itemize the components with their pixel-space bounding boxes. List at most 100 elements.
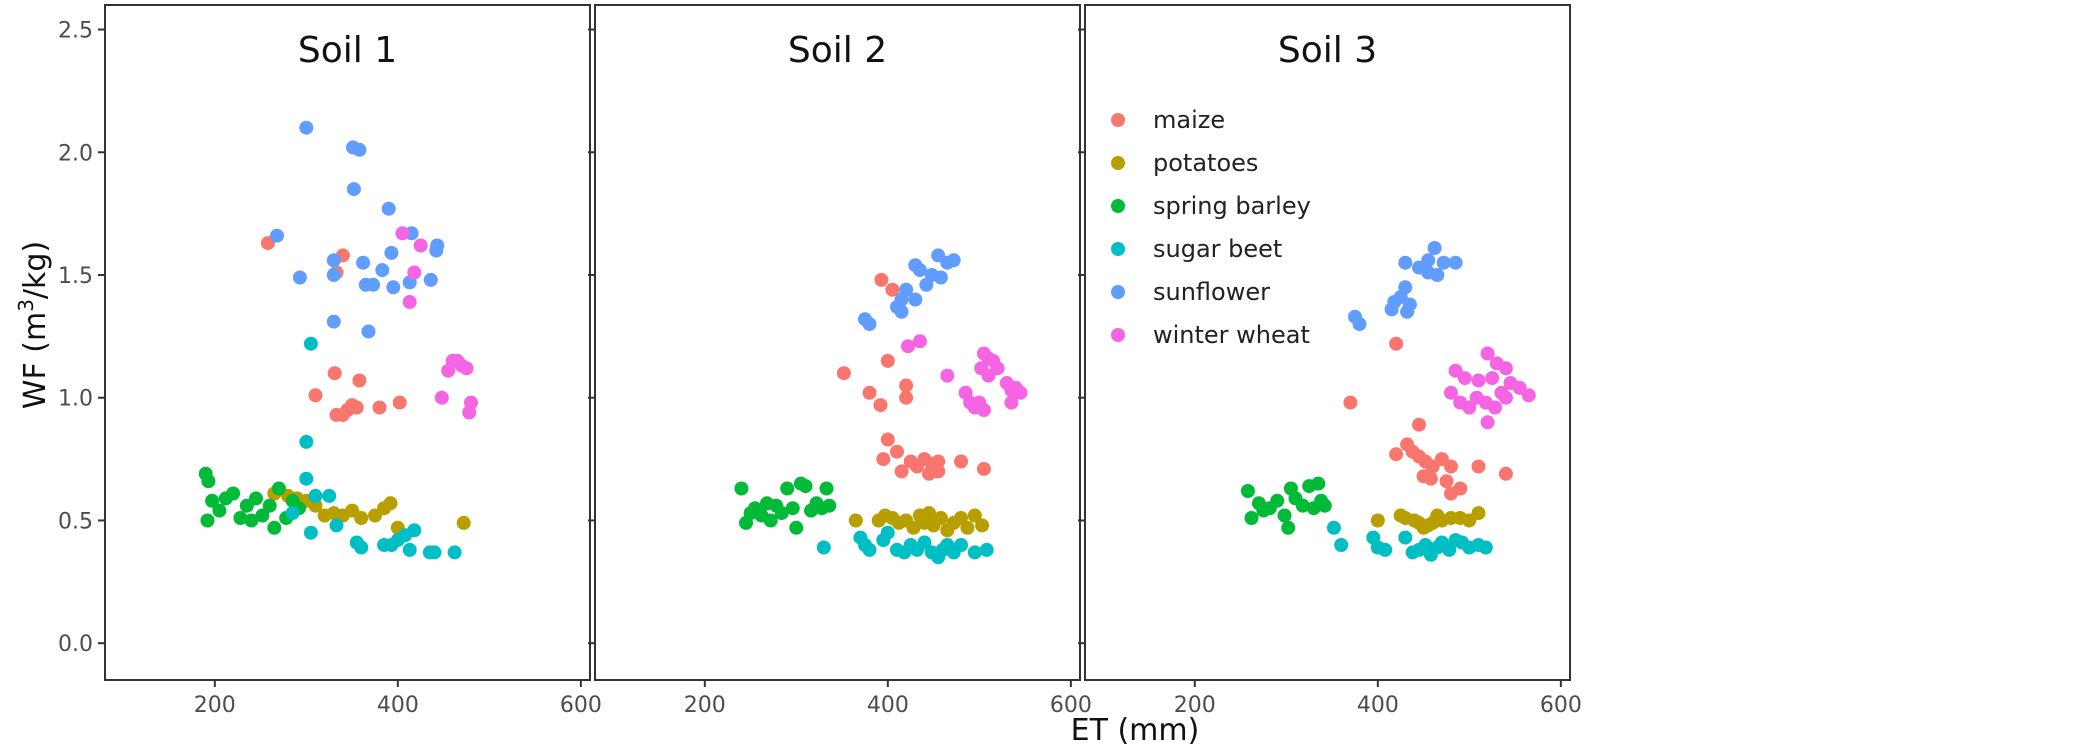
data-point (933, 511, 948, 525)
data-point (326, 314, 341, 329)
data-point (1240, 484, 1255, 498)
data-point (1498, 466, 1513, 481)
data-point (308, 388, 323, 403)
data-point (979, 542, 994, 557)
data-point (392, 395, 407, 410)
data-point (292, 270, 307, 285)
data-point (267, 520, 282, 535)
chart-panels: Soil 1 Soil 2 Soil 3 (104, 4, 1571, 681)
data-point (785, 501, 800, 516)
series-spring-barley (734, 476, 837, 535)
panel-title: Soil 1 (298, 30, 397, 71)
data-point (1352, 317, 1367, 332)
data-point (1295, 498, 1310, 513)
legend-key (1111, 285, 1125, 299)
data-point (1471, 459, 1486, 474)
data-point (946, 253, 961, 268)
y-tick-label: 2.0 (58, 141, 93, 166)
data-point (423, 272, 438, 287)
data-point (1370, 513, 1385, 528)
legend-item: sugar beet (1111, 235, 1282, 263)
series-maize (836, 272, 991, 481)
data-point (822, 498, 837, 513)
data-point (375, 263, 390, 278)
data-point (383, 496, 398, 511)
data-point (789, 520, 804, 535)
data-point (931, 454, 946, 469)
series-maize (260, 236, 407, 422)
data-point (249, 491, 263, 506)
data-point (270, 228, 284, 243)
data-point (1480, 346, 1495, 361)
data-point (407, 523, 422, 538)
data-point (848, 513, 863, 528)
data-point (327, 366, 342, 381)
legend-key (1111, 156, 1125, 170)
y-axis-title-superscript: 3 (14, 299, 38, 312)
data-point (322, 488, 337, 503)
data-point (922, 506, 936, 521)
data-point (917, 535, 932, 550)
data-point (226, 486, 241, 501)
data-point (1270, 493, 1285, 508)
data-point (381, 201, 396, 216)
legend-label: potatoes (1153, 149, 1258, 177)
data-point (1389, 447, 1404, 462)
data-point (427, 545, 442, 560)
data-point (366, 277, 381, 292)
data-point (349, 400, 364, 415)
data-point (1013, 385, 1028, 400)
legend-item: winter wheat (1111, 321, 1310, 349)
data-point (976, 403, 991, 417)
data-point (1311, 476, 1326, 491)
data-point (876, 452, 891, 467)
data-point (976, 461, 991, 476)
legend-item: potatoes (1111, 149, 1258, 177)
data-point (919, 277, 934, 292)
data-point (299, 120, 314, 135)
panel-title: Soil 3 (1278, 30, 1377, 71)
y-tick-label: 1.0 (58, 387, 93, 412)
data-point (308, 488, 323, 503)
panel-border (594, 4, 1081, 681)
data-point (899, 390, 914, 405)
panel-3: Soil 3 (1084, 4, 1571, 681)
series-sugar-beet (285, 336, 462, 560)
legend: maize potatoes spring barley sugar beet sunf… (1111, 106, 1311, 349)
data-point (413, 238, 428, 253)
data-point (874, 272, 889, 287)
series-sugar-beet (1326, 520, 1493, 562)
data-point (1471, 506, 1486, 521)
legend-label: sunflower (1153, 278, 1270, 306)
legend-label: sugar beet (1153, 235, 1282, 263)
legend-item: spring barley (1111, 192, 1311, 220)
data-point (1498, 361, 1513, 376)
data-point (1423, 471, 1438, 486)
data-point (1384, 302, 1399, 317)
series-winter-wheat (901, 334, 1028, 417)
data-point (890, 444, 904, 459)
data-point (894, 464, 909, 479)
y-axis-title-main: WF (m (18, 312, 53, 409)
data-point (1326, 520, 1341, 535)
data-point (798, 479, 813, 494)
data-point (880, 353, 895, 368)
y-axis-title: WF (m3/kg) (14, 241, 53, 409)
data-point (1427, 241, 1442, 255)
data-point (326, 253, 341, 268)
data-point (1457, 371, 1472, 386)
data-point (462, 405, 477, 420)
data-point (906, 520, 921, 535)
series-sunflower (1348, 241, 1463, 332)
panel-2: Soil 2 (594, 4, 1081, 681)
legend-label: winter wheat (1153, 321, 1310, 349)
panel-1: Soil 1 (104, 4, 591, 681)
data-point (456, 515, 471, 530)
legend-label: maize (1153, 106, 1225, 134)
data-point (447, 545, 462, 560)
panel-border (1084, 4, 1571, 681)
data-point (352, 142, 367, 157)
data-point (1343, 395, 1358, 410)
data-point (1444, 459, 1458, 474)
y-axis-title-tail: /kg) (18, 241, 53, 299)
